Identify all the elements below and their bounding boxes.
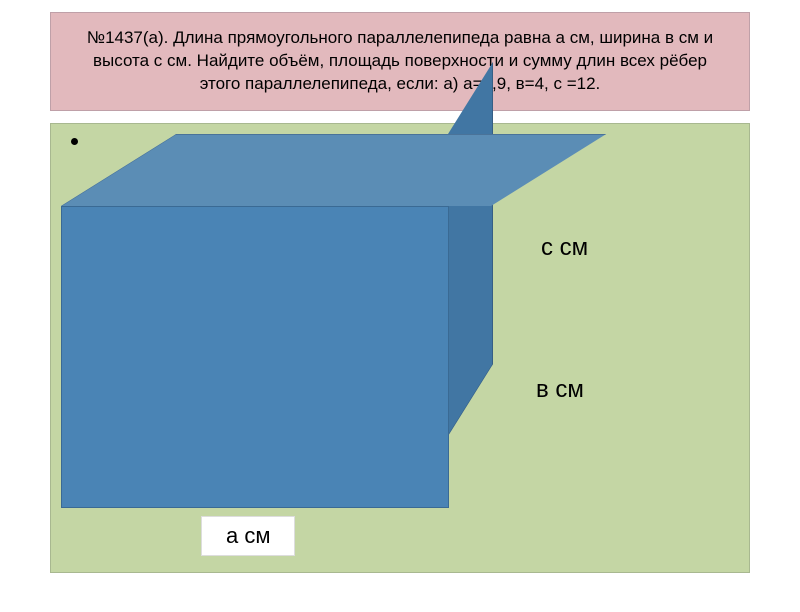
cuboid-front-face xyxy=(61,206,449,508)
problem-header: №1437(а). Длина прямоугольного параллеле… xyxy=(50,12,750,111)
cuboid-shape xyxy=(61,134,501,514)
diagram-area: с см в см а см xyxy=(50,123,750,573)
cuboid-top-face xyxy=(61,134,606,206)
cuboid-side-face xyxy=(448,62,493,436)
dimension-label-b: в см xyxy=(536,376,584,404)
problem-text: №1437(а). Длина прямоугольного параллеле… xyxy=(87,28,713,93)
dimension-label-a: а см xyxy=(201,516,295,556)
dimension-label-c: с см xyxy=(541,234,588,262)
